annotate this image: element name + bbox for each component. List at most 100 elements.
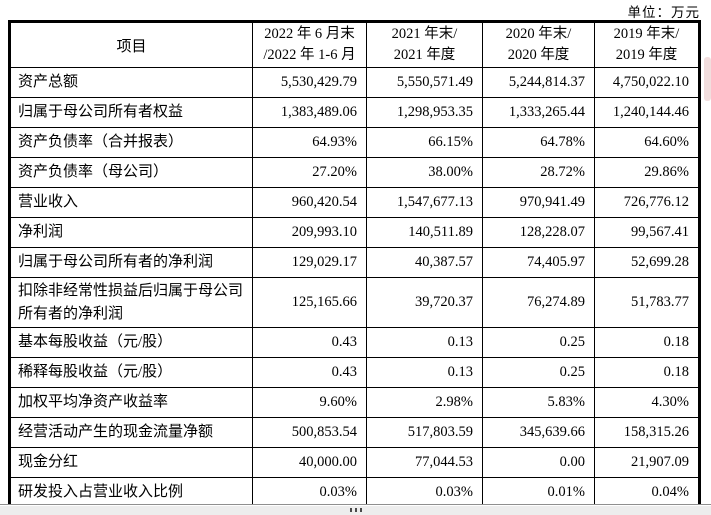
row-value: 500,853.54 — [252, 417, 367, 449]
row-label: 稀释每股收益（元/股） — [9, 357, 253, 389]
window-bottom-bar — [0, 504, 711, 515]
row-value: 209,993.10 — [252, 217, 367, 249]
row-value: 5,550,571.49 — [366, 67, 483, 99]
header-row: 项目 2022 年 6 月末 /2022 年 1-6 月 2021 年末/ 20… — [9, 20, 700, 69]
table-row: 资产总额 5,530,429.79 5,550,571.49 5,244,814… — [9, 67, 700, 99]
row-value: 1,240,144.46 — [594, 97, 700, 129]
header-item: 项目 — [9, 20, 253, 69]
row-value: 4,750,022.10 — [594, 67, 700, 99]
row-value: 0.13 — [366, 327, 483, 359]
row-value: 77,044.53 — [366, 447, 483, 479]
row-label: 资产负债率（母公司） — [9, 157, 253, 189]
row-value: 5.83% — [482, 387, 595, 419]
table-row: 资产负债率（合并报表） 64.93% 66.15% 64.78% 64.60% — [9, 127, 700, 159]
row-value: 129,029.17 — [252, 247, 367, 279]
row-label: 归属于母公司所有者的净利润 — [9, 247, 253, 279]
row-label: 现金分红 — [9, 447, 253, 479]
header-period-line: /2022 年 1-6 月 — [263, 47, 356, 64]
row-label: 资产总额 — [9, 67, 253, 99]
row-value: 40,387.57 — [366, 247, 483, 279]
table-row: 归属于母公司所有者权益 1,383,489.06 1,298,953.35 1,… — [9, 97, 700, 129]
table-body: 资产总额 5,530,429.79 5,550,571.49 5,244,814… — [9, 67, 700, 509]
row-value: 99,567.41 — [594, 217, 700, 249]
header-period-line: 2021 年末/ — [391, 26, 458, 42]
row-value: 1,333,265.44 — [482, 97, 595, 129]
row-value: 51,783.77 — [594, 277, 700, 329]
table-row: 加权平均净资产收益率 9.60% 2.98% 5.83% 4.30% — [9, 387, 700, 419]
row-value: 140,511.89 — [366, 217, 483, 249]
header-period-line: 2021 年度 — [393, 47, 456, 64]
row-value: 0.04% — [594, 477, 700, 509]
row-value: 970,941.49 — [482, 187, 595, 219]
row-value: 29.86% — [594, 157, 700, 189]
header-period-line: 2019 年末/ — [613, 26, 680, 42]
row-label: 资产负债率（合并报表） — [9, 127, 253, 159]
row-label: 基本每股收益（元/股） — [9, 327, 253, 359]
table-row: 扣除非经常性损益后归属于母公司所有者的净利润 125,165.66 39,720… — [9, 277, 700, 329]
row-value: 0.43 — [252, 327, 367, 359]
row-value: 128,228.07 — [482, 217, 595, 249]
header-period-2022: 2022 年 6 月末 /2022 年 1-6 月 — [252, 20, 367, 69]
header-period-2020: 2020 年末/ 2020 年度 — [482, 20, 595, 69]
resize-grip-icon[interactable] — [349, 508, 362, 512]
row-value: 2.98% — [366, 387, 483, 419]
row-value: 125,165.66 — [252, 277, 367, 329]
row-value: 158,315.26 — [594, 417, 700, 449]
row-value: 9.60% — [252, 387, 367, 419]
row-value: 0.00 — [482, 447, 595, 479]
header-period-line: 2020 年末/ — [505, 26, 572, 42]
row-value: 64.60% — [594, 127, 700, 159]
row-label: 加权平均净资产收益率 — [9, 387, 253, 419]
table-header: 项目 2022 年 6 月末 /2022 年 1-6 月 2021 年末/ 20… — [9, 20, 700, 69]
table-row: 经营活动产生的现金流量净额 500,853.54 517,803.59 345,… — [9, 417, 700, 449]
row-label: 研发投入占营业收入比例 — [9, 477, 253, 509]
header-period-line: 2020 年度 — [507, 47, 570, 64]
row-value: 5,244,814.37 — [482, 67, 595, 99]
row-value: 960,420.54 — [252, 187, 367, 219]
row-value: 4.30% — [594, 387, 700, 419]
row-label: 营业收入 — [9, 187, 253, 219]
row-value: 0.13 — [366, 357, 483, 389]
row-value: 0.18 — [594, 327, 700, 359]
row-value: 64.93% — [252, 127, 367, 159]
scrollbar-thumb[interactable] — [704, 57, 711, 101]
table-row: 净利润 209,993.10 140,511.89 128,228.07 99,… — [9, 217, 700, 249]
header-period-2019: 2019 年末/ 2019 年度 — [594, 20, 700, 69]
row-label: 扣除非经常性损益后归属于母公司所有者的净利润 — [9, 277, 253, 329]
table-row: 营业收入 960,420.54 1,547,677.13 970,941.49 … — [9, 187, 700, 219]
row-value: 1,547,677.13 — [366, 187, 483, 219]
row-value: 0.03% — [252, 477, 367, 509]
table-row: 资产负债率（母公司） 27.20% 38.00% 28.72% 29.86% — [9, 157, 700, 189]
row-value: 28.72% — [482, 157, 595, 189]
row-value: 38.00% — [366, 157, 483, 189]
row-value: 0.25 — [482, 327, 595, 359]
row-label: 经营活动产生的现金流量净额 — [9, 417, 253, 449]
row-value: 64.78% — [482, 127, 595, 159]
header-period-line: 2022 年 6 月末 — [264, 26, 355, 42]
row-value: 74,405.97 — [482, 247, 595, 279]
row-value: 1,383,489.06 — [252, 97, 367, 129]
row-value: 517,803.59 — [366, 417, 483, 449]
row-value: 27.20% — [252, 157, 367, 189]
row-value: 726,776.12 — [594, 187, 700, 219]
financial-summary-table: 项目 2022 年 6 月末 /2022 年 1-6 月 2021 年末/ 20… — [8, 20, 701, 510]
row-value: 52,699.28 — [594, 247, 700, 279]
table-row: 基本每股收益（元/股） 0.43 0.13 0.25 0.18 — [9, 327, 700, 359]
table-row: 稀释每股收益（元/股） 0.43 0.13 0.25 0.18 — [9, 357, 700, 389]
header-period-line: 2019 年度 — [615, 47, 678, 64]
row-value: 21,907.09 — [594, 447, 700, 479]
row-value: 39,720.37 — [366, 277, 483, 329]
row-value: 66.15% — [366, 127, 483, 159]
row-value: 0.18 — [594, 357, 700, 389]
row-value: 0.01% — [482, 477, 595, 509]
header-period-2021: 2021 年末/ 2021 年度 — [366, 20, 483, 69]
table-row: 归属于母公司所有者的净利润 129,029.17 40,387.57 74,40… — [9, 247, 700, 279]
row-value: 1,298,953.35 — [366, 97, 483, 129]
row-value: 345,639.66 — [482, 417, 595, 449]
row-value: 76,274.89 — [482, 277, 595, 329]
table-row: 研发投入占营业收入比例 0.03% 0.03% 0.01% 0.04% — [9, 477, 700, 509]
unit-label: 单位：万元 — [627, 5, 700, 20]
row-value: 5,530,429.79 — [252, 67, 367, 99]
table-row: 现金分红 40,000.00 77,044.53 0.00 21,907.09 — [9, 447, 700, 479]
row-label: 归属于母公司所有者权益 — [9, 97, 253, 129]
